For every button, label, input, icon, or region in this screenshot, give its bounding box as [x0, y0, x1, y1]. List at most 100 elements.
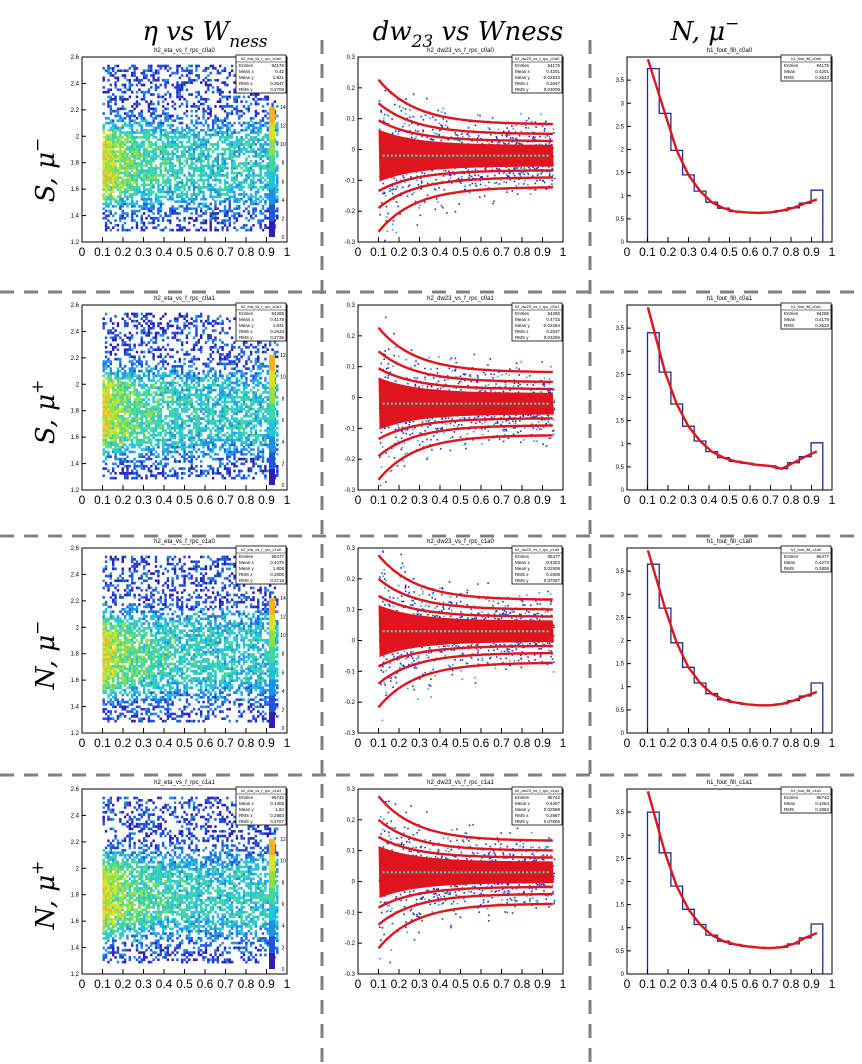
heatmap-cell: [126, 315, 129, 318]
heatmap-cell: [228, 195, 231, 199]
heatmap-cell: [195, 69, 198, 73]
heatmap-cell: [221, 136, 224, 139]
heatmap-cell: [157, 207, 160, 211]
heatmap-cell: [147, 441, 151, 444]
heatmap-cell: [119, 147, 122, 151]
heatmap-cell: [109, 438, 113, 442]
heatmap-cell: [228, 105, 231, 108]
heatmap-cell: [109, 176, 113, 180]
heatmap-cell: [152, 353, 155, 356]
scatter-point: [484, 184, 487, 187]
heatmap-cell: [126, 202, 129, 206]
heatmap-cell: [150, 107, 153, 111]
heatmap-cell: [266, 133, 269, 137]
heatmap-cell: [109, 367, 113, 371]
heatmap-cell: [209, 171, 212, 175]
heatmap-cell: [147, 169, 151, 172]
heatmap-cell: [140, 109, 143, 113]
heatmap-cell: [109, 164, 113, 168]
heatmap-cell: [245, 150, 248, 153]
heatmap-cell: [190, 143, 193, 146]
heatmap-cell: [123, 69, 127, 73]
heatmap-cell: [230, 112, 234, 115]
heatmap-cell: [135, 193, 139, 196]
scatter-point: [488, 128, 491, 131]
heatmap-cell: [233, 155, 236, 158]
heatmap-cell: [107, 121, 110, 125]
heatmap-cell: [114, 97, 117, 101]
heatmap-cell: [123, 157, 127, 161]
heatmap-cell: [109, 343, 113, 347]
heatmap-cell: [235, 216, 239, 220]
heatmap-cell: [192, 131, 196, 134]
plot-title: h2_dw23_vs_f_rpc_c0a0: [427, 48, 494, 54]
heatmap-cell: [230, 150, 234, 153]
scatter-point: [497, 128, 500, 131]
heatmap-cell: [221, 124, 224, 127]
heatmap-cell: [226, 124, 229, 127]
heatmap-cell: [190, 69, 193, 73]
scatter-point: [534, 121, 537, 123]
heatmap-cell: [123, 436, 127, 439]
heatmap-cell: [164, 360, 167, 363]
heatmap-cell: [173, 119, 177, 123]
heatmap-cell: [112, 388, 115, 392]
column-header: N, μ−: [670, 14, 740, 47]
scatter-point: [437, 109, 439, 112]
heatmap-cell: [249, 181, 253, 184]
heatmap-cell: [249, 147, 253, 151]
heatmap-cell: [264, 133, 267, 137]
heatmap-cell: [197, 76, 201, 80]
heatmap-cell: [138, 398, 141, 401]
scatter-point: [508, 175, 510, 178]
heatmap-cell: [233, 140, 236, 144]
heatmap-cell: [190, 176, 193, 180]
scatter-point: [486, 140, 489, 143]
heatmap-cell: [119, 391, 122, 394]
heatmap-cell: [126, 112, 129, 115]
heatmap-cell: [223, 67, 227, 70]
heatmap-cell: [266, 150, 269, 153]
heatmap-cell: [276, 150, 279, 153]
scatter-point: [392, 198, 395, 201]
scatter-point: [434, 188, 436, 190]
grid-dividers: [0, 40, 862, 1064]
heatmap-cell: [264, 202, 267, 206]
heatmap-cell: [223, 136, 227, 139]
heatmap-cell: [166, 407, 170, 411]
heatmap-cell: [126, 157, 129, 161]
heatmap-cell: [145, 202, 148, 206]
heatmap-cell: [254, 150, 258, 153]
heatmap-cell: [116, 384, 120, 387]
heatmap-cell: [138, 455, 141, 459]
heatmap-cell: [259, 152, 262, 156]
heatmap-cell: [180, 116, 184, 120]
scatter-point: [514, 130, 517, 133]
heatmap-cell: [249, 216, 253, 220]
heatmap-cell: [133, 431, 136, 435]
heatmap-cell: [128, 150, 132, 153]
heatmap-cell: [142, 155, 146, 158]
heatmap-cell: [112, 169, 115, 172]
heatmap-cell: [188, 155, 191, 158]
heatmap-cell: [131, 188, 134, 191]
scatter-point: [531, 175, 534, 177]
heatmap-cell: [142, 200, 146, 203]
heatmap-cell: [235, 95, 239, 99]
heatmap-cell: [147, 331, 151, 335]
heatmap-cell: [112, 97, 115, 101]
heatmap-cell: [195, 219, 198, 222]
heatmap-cell: [266, 102, 269, 106]
x-tick-label: 0.6: [473, 245, 490, 259]
heatmap-cell: [171, 193, 174, 196]
heatmap-cell: [157, 195, 160, 199]
x-tick-label: 0.5: [721, 245, 738, 259]
heatmap-cell: [166, 405, 170, 409]
heatmap-cell: [128, 95, 132, 99]
heatmap-cell: [152, 121, 155, 125]
x-tick-label: 1: [284, 245, 291, 259]
heatmap-cell: [207, 166, 210, 170]
heatmap-cell: [140, 312, 143, 316]
heatmap-cell: [135, 166, 139, 170]
